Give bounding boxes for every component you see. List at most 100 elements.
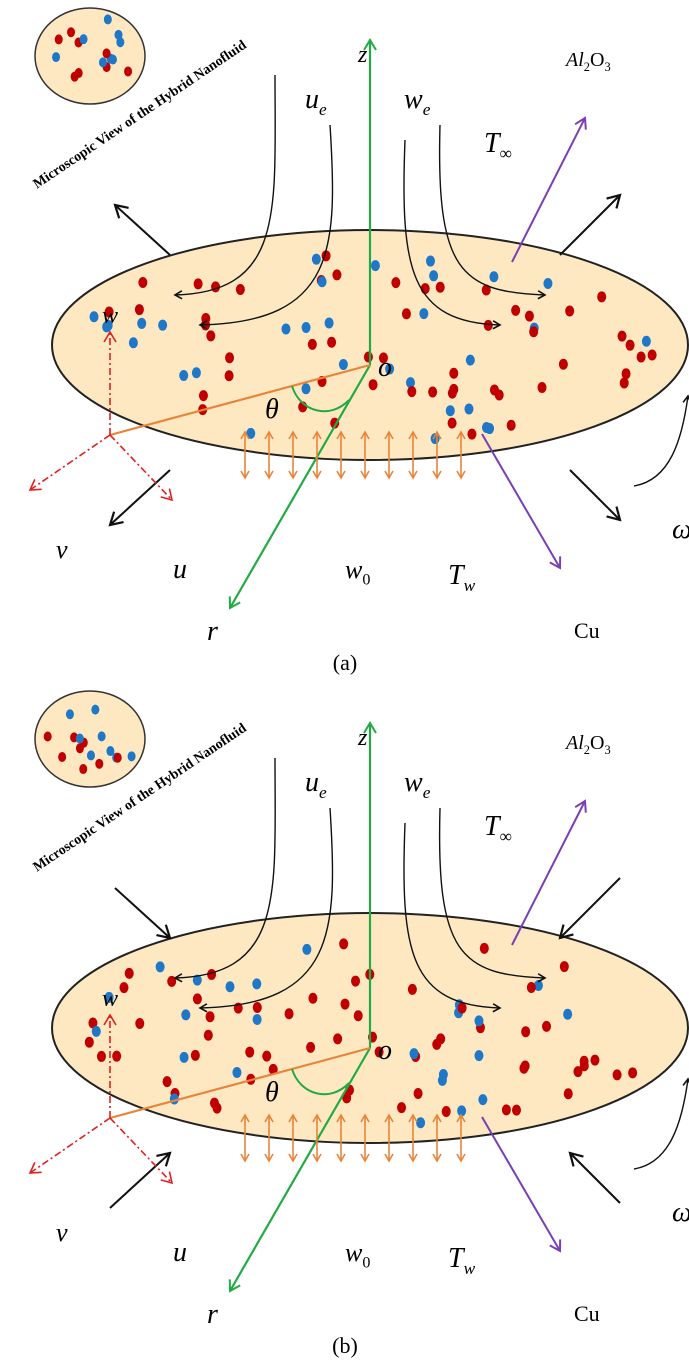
symbol-label: z [357,42,368,68]
particle [102,321,112,333]
symbol-label: o [378,352,392,383]
particle [113,752,122,763]
particle [467,428,477,440]
label-part: z [357,725,368,751]
label-part: Cu [574,1301,600,1326]
label-part: w [464,576,476,595]
particle [342,1092,352,1104]
radius [109,363,371,437]
particle [302,943,312,955]
particle [268,1063,278,1075]
particle [420,283,430,295]
symbol-label: z [357,725,368,751]
streamline [173,757,276,983]
particle [97,731,106,742]
label-part: u [305,84,319,115]
flow-arrow [570,1153,621,1204]
symbol-label: T∞ [484,128,512,163]
flow-arrow [110,469,171,525]
symbol-label: ω [672,1197,689,1228]
label-part: 2 [584,60,590,74]
particle [474,1015,484,1027]
symbol-label: o [378,1035,392,1066]
particle [67,27,76,38]
label-part: w [345,1238,363,1267]
particle [306,1041,316,1053]
label-part: w [404,84,423,115]
particle [353,1010,363,1022]
symbol-label: Tw [448,1243,476,1278]
particle [579,1060,589,1072]
symbol-label: r [207,1299,218,1330]
label-part: w [404,767,423,798]
particle [124,66,133,77]
particle [524,310,534,322]
label-part: θ [265,394,279,425]
symbol-label: Al2O3 [564,49,611,74]
particle [203,1029,213,1041]
symbol-label: we [404,84,431,119]
caption: (a) [333,650,357,675]
label-part: e [423,100,431,119]
particle [419,308,429,320]
caption: (b) [332,1333,358,1358]
particle [441,1106,451,1118]
label-part: e [319,783,327,802]
particle [104,991,114,1003]
symbol-label: w0 [345,1238,370,1272]
particle [252,1001,262,1013]
particle [537,382,547,394]
particle [483,319,493,331]
symbol-label: w0 [345,555,370,589]
particle [430,433,440,445]
particle [397,1102,407,1114]
particle [79,34,88,45]
particle [211,281,221,293]
particle [43,731,52,742]
particle [429,270,439,282]
particle [158,319,168,331]
particle [457,1002,467,1014]
particle [225,352,235,364]
particle [119,982,129,994]
particle [647,349,657,361]
particle [137,317,147,329]
particle [324,317,334,329]
flow-arrow [560,877,621,938]
symbol-label: ue [305,84,327,119]
particle [96,1050,106,1062]
label-part: e [319,100,327,119]
particle [138,276,148,288]
particle [339,938,349,950]
particle [511,304,521,316]
particle [494,389,504,401]
symbol-label: Tw [448,560,476,595]
particle [432,1038,442,1050]
particle [438,1069,448,1081]
local-axis [28,1117,111,1174]
label-part: 3 [604,743,610,757]
symbol-label: θ [265,1077,279,1108]
label-part: ω [672,514,689,545]
particle [378,352,388,364]
symbol-label: T∞ [484,811,512,846]
particle [191,367,201,379]
particle [526,981,536,993]
particle [252,978,262,990]
label-part: ω [672,1197,689,1228]
particle [512,1104,522,1116]
particle [641,335,651,347]
r-axis [228,1047,371,1293]
particle [333,1033,343,1045]
flow-arrow [115,205,171,256]
particle [284,1008,294,1020]
particle [558,358,568,370]
particle [489,271,499,283]
radius [109,1046,371,1120]
micro-view [34,7,146,105]
label-part: θ [265,1077,279,1108]
symbol-label: v [56,1218,68,1247]
label-part: O [590,49,604,71]
particle [368,379,378,391]
label-part: 2 [584,743,590,757]
